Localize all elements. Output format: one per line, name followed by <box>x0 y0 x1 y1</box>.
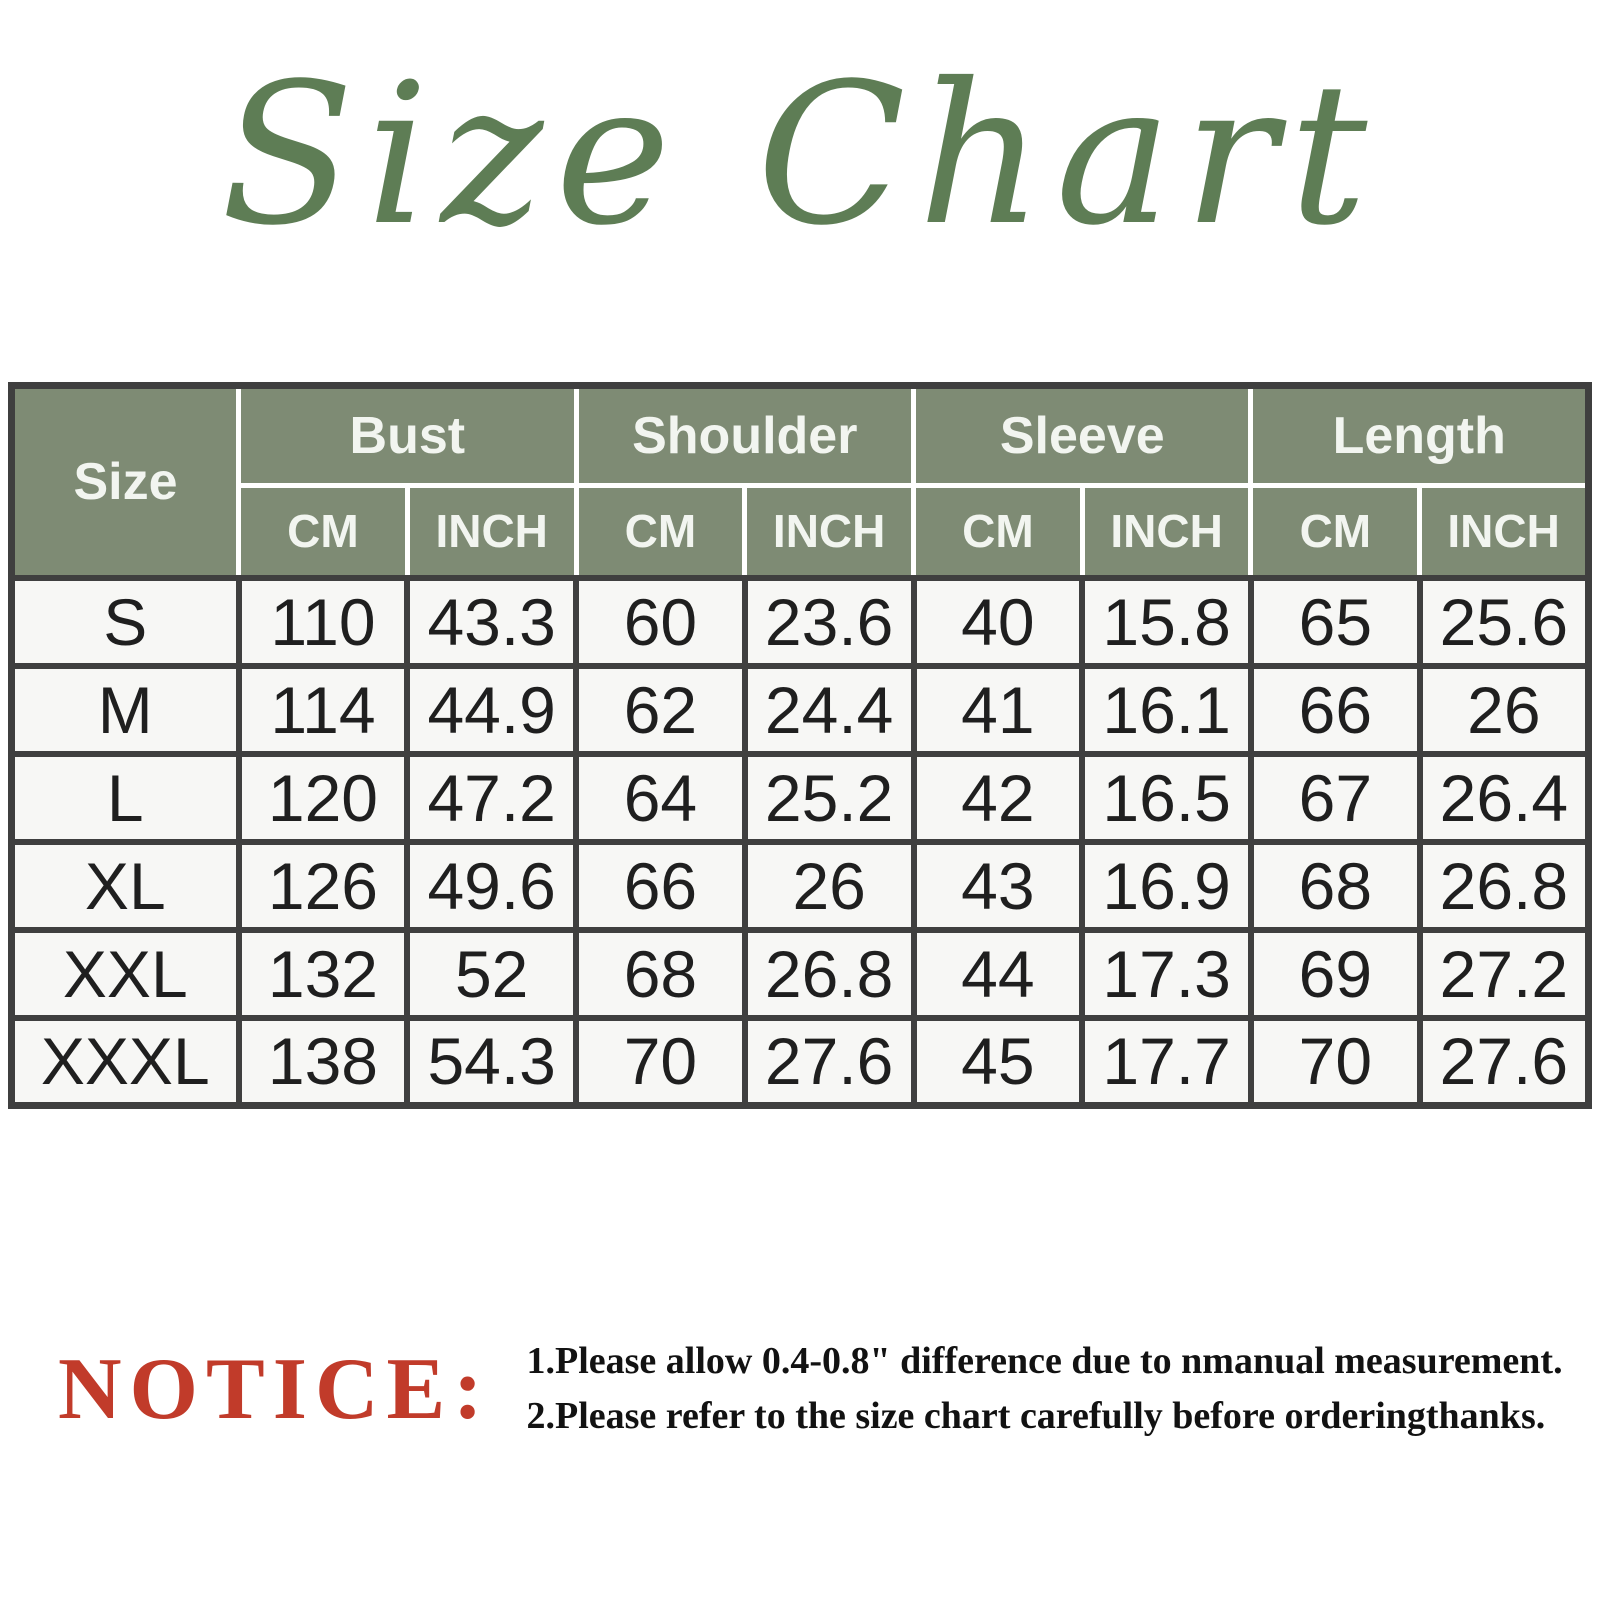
measurement-cell: 15.8 <box>1079 574 1254 669</box>
unit-header-row: CM INCH CM INCH CM INCH CM INCH <box>12 483 1591 580</box>
sleeve-cm-header: CM <box>911 483 1085 580</box>
measurement-cell: 44 <box>910 926 1086 1021</box>
size-row-xxl: XXL 132 52 68 26.8 44 17.3 69 27.2 <box>8 926 1592 1021</box>
page-title: Size Chart <box>220 41 1380 268</box>
notice-label: NOTICE: <box>58 1340 491 1438</box>
measurement-cell: 40 <box>910 574 1086 669</box>
bust-inch-header: INCH <box>404 483 579 580</box>
measurement-cell: 23.6 <box>741 574 917 669</box>
size-row-s: S 110 43.3 60 23.6 40 15.8 65 25.6 <box>8 574 1592 669</box>
length-inch-header: INCH <box>1417 483 1591 580</box>
measurement-cell: 25.6 <box>1416 574 1592 669</box>
notice-line-1: 1.Please allow 0.4-0.8" difference due t… <box>526 1340 1563 1382</box>
measurement-cell: 17.7 <box>1079 1014 1254 1109</box>
measurement-cell: 126 <box>235 838 411 933</box>
measurement-cell: 17.3 <box>1079 926 1254 1021</box>
measurement-cell: 47.2 <box>404 750 580 845</box>
measurement-cell: 43 <box>910 838 1086 933</box>
sleeve-inch-header: INCH <box>1079 483 1254 580</box>
sleeve-group-header: Sleeve <box>911 383 1254 488</box>
notice-section: NOTICE: 1.Please allow 0.4-0.8" differen… <box>0 1334 1600 1444</box>
measurement-cell: 138 <box>235 1014 411 1109</box>
shoulder-group-header: Shoulder <box>573 383 917 488</box>
table-body: S 110 43.3 60 23.6 40 15.8 65 25.6 M 114… <box>8 574 1592 1109</box>
notice-line-2: 2.Please refer to the size chart careful… <box>526 1395 1546 1438</box>
measurement-cell: 45 <box>910 1014 1086 1109</box>
measurement-cell: 27.6 <box>741 1014 917 1109</box>
measurement-cell: 68 <box>1247 838 1423 933</box>
measurement-cell: 66 <box>573 838 748 933</box>
measurement-cell: 62 <box>573 662 748 757</box>
measure-group-header-row: Size Bust Shoulder Sleeve Length <box>8 383 1591 580</box>
measurement-cell: 24.4 <box>741 662 917 757</box>
size-label-cell: S <box>8 574 242 669</box>
size-chart-table: Size Bust Shoulder Sleeve Length CM INCH… <box>8 382 1592 1109</box>
table-header: Size Bust Shoulder Sleeve Length CM INCH… <box>8 383 1591 580</box>
size-label-cell: XXXL <box>8 1014 242 1109</box>
size-label-cell: L <box>8 750 242 845</box>
measurement-cell: 49.6 <box>404 838 580 933</box>
measurement-cell: 120 <box>235 750 411 845</box>
measurement-cell: 70 <box>573 1014 748 1109</box>
measurement-cell: 54.3 <box>404 1014 580 1109</box>
measurement-cell: 44.9 <box>404 662 580 757</box>
size-row-m: M 114 44.9 62 24.4 41 16.1 66 26 <box>8 662 1592 757</box>
bust-cm-header: CM <box>236 483 410 580</box>
measurement-cell: 66 <box>1247 662 1423 757</box>
notice-lines: 1.Please allow 0.4-0.8" difference due t… <box>527 1334 1563 1444</box>
measurement-cell: 64 <box>573 750 748 845</box>
measurement-cell: 25.2 <box>741 750 917 845</box>
size-label-cell: M <box>8 662 242 757</box>
measurement-cell: 26.8 <box>1416 838 1592 933</box>
measurement-cell: 41 <box>910 662 1086 757</box>
measurement-cell: 27.6 <box>1416 1014 1592 1109</box>
size-row-xl: XL 126 49.6 66 26 43 16.9 68 26.8 <box>8 838 1592 933</box>
measurement-cell: 43.3 <box>404 574 580 669</box>
measurement-cell: 65 <box>1247 574 1423 669</box>
shoulder-inch-header: INCH <box>742 483 917 580</box>
bust-group-header: Bust <box>236 383 579 488</box>
measurement-cell: 16.5 <box>1079 750 1254 845</box>
measurement-cell: 68 <box>573 926 748 1021</box>
size-row-l: L 120 47.2 64 25.2 42 16.5 67 26.4 <box>8 750 1592 845</box>
length-group-header: Length <box>1248 383 1591 488</box>
size-row-xxxl: XXXL 138 54.3 70 27.6 45 17.7 70 27.6 <box>8 1014 1592 1109</box>
measurement-cell: 110 <box>235 574 411 669</box>
measurement-cell: 69 <box>1247 926 1423 1021</box>
measurement-cell: 42 <box>910 750 1086 845</box>
length-cm-header: CM <box>1248 483 1423 580</box>
measurement-cell: 16.9 <box>1079 838 1254 933</box>
size-label-cell: XL <box>8 838 242 933</box>
size-column-header: Size <box>8 383 242 580</box>
shoulder-cm-header: CM <box>573 483 748 580</box>
measurement-cell: 26 <box>1416 662 1592 757</box>
size-label-cell: XXL <box>8 926 242 1021</box>
measurement-cell: 60 <box>573 574 748 669</box>
measurement-cell: 70 <box>1247 1014 1423 1109</box>
measurement-cell: 67 <box>1247 750 1423 845</box>
measurement-cell: 132 <box>235 926 411 1021</box>
measurement-cell: 26.4 <box>1416 750 1592 845</box>
measurement-cell: 26 <box>741 838 917 933</box>
measurement-cell: 114 <box>235 662 411 757</box>
measurement-cell: 52 <box>404 926 580 1021</box>
measurement-cell: 26.8 <box>741 926 917 1021</box>
measurement-cell: 16.1 <box>1079 662 1254 757</box>
measurement-cell: 27.2 <box>1416 926 1592 1021</box>
